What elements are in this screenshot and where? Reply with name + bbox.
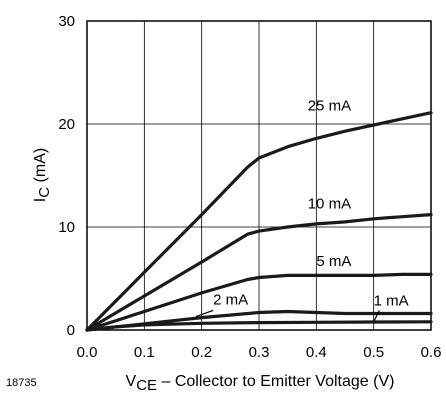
x-tick-label: 0.4 bbox=[306, 344, 327, 361]
series-line-2ma bbox=[85, 309, 433, 332]
label-pointers bbox=[195, 309, 380, 323]
series-line-25ma bbox=[85, 111, 433, 332]
x-tick-label: 0.3 bbox=[249, 344, 270, 361]
x-tick-label: 0.2 bbox=[191, 344, 212, 361]
curve-label-1ma: 1 mA bbox=[374, 292, 409, 309]
x-tick-labels: 0.0 0.1 0.2 0.3 0.4 0.5 0.6 bbox=[77, 344, 442, 361]
x-tick-label: 0.6 bbox=[421, 344, 442, 361]
y-axis-label-sub: C bbox=[36, 187, 53, 198]
y-tick-label: 30 bbox=[58, 13, 75, 30]
y-tick-label: 20 bbox=[58, 116, 75, 133]
y-axis-label: IC (mA) bbox=[32, 148, 53, 202]
curve-labels: 25 mA 10 mA 5 mA 2 mA 1 mA bbox=[213, 98, 409, 310]
x-tick-label: 0.5 bbox=[363, 344, 384, 361]
x-axis-label-sub: CE bbox=[136, 377, 157, 394]
x-axis-label-rest: – Collector to Emitter Voltage (V) bbox=[157, 373, 394, 390]
y-tick-label: 10 bbox=[58, 219, 75, 236]
figure-id: 18735 bbox=[6, 377, 37, 389]
x-tick-label: 0.1 bbox=[134, 344, 155, 361]
y-tick-label: 0 bbox=[67, 322, 75, 339]
pointer-2ma bbox=[195, 309, 214, 318]
x-tick-label: 0.0 bbox=[77, 344, 98, 361]
curve-label-5ma: 5 mA bbox=[316, 253, 351, 270]
series-line-10ma bbox=[85, 213, 433, 332]
series-curves bbox=[85, 111, 433, 332]
pointer-1ma bbox=[373, 310, 380, 323]
x-axis-label-main: V bbox=[126, 373, 137, 390]
curve-label-25ma: 25 mA bbox=[308, 98, 351, 115]
y-axis-label-rest: (mA) bbox=[32, 148, 49, 187]
y-axis-label-main: I bbox=[32, 198, 49, 202]
x-axis-label: VCE – Collector to Emitter Voltage (V) bbox=[126, 373, 395, 394]
plot-frame bbox=[86, 20, 432, 331]
curve-label-10ma: 10 mA bbox=[308, 195, 351, 212]
grid-lines bbox=[87, 21, 431, 330]
series-line-5ma bbox=[85, 272, 433, 332]
curve-label-2ma: 2 mA bbox=[213, 291, 248, 308]
y-tick-labels: 0 10 20 30 bbox=[58, 13, 75, 339]
series-line-1ma bbox=[85, 320, 433, 332]
